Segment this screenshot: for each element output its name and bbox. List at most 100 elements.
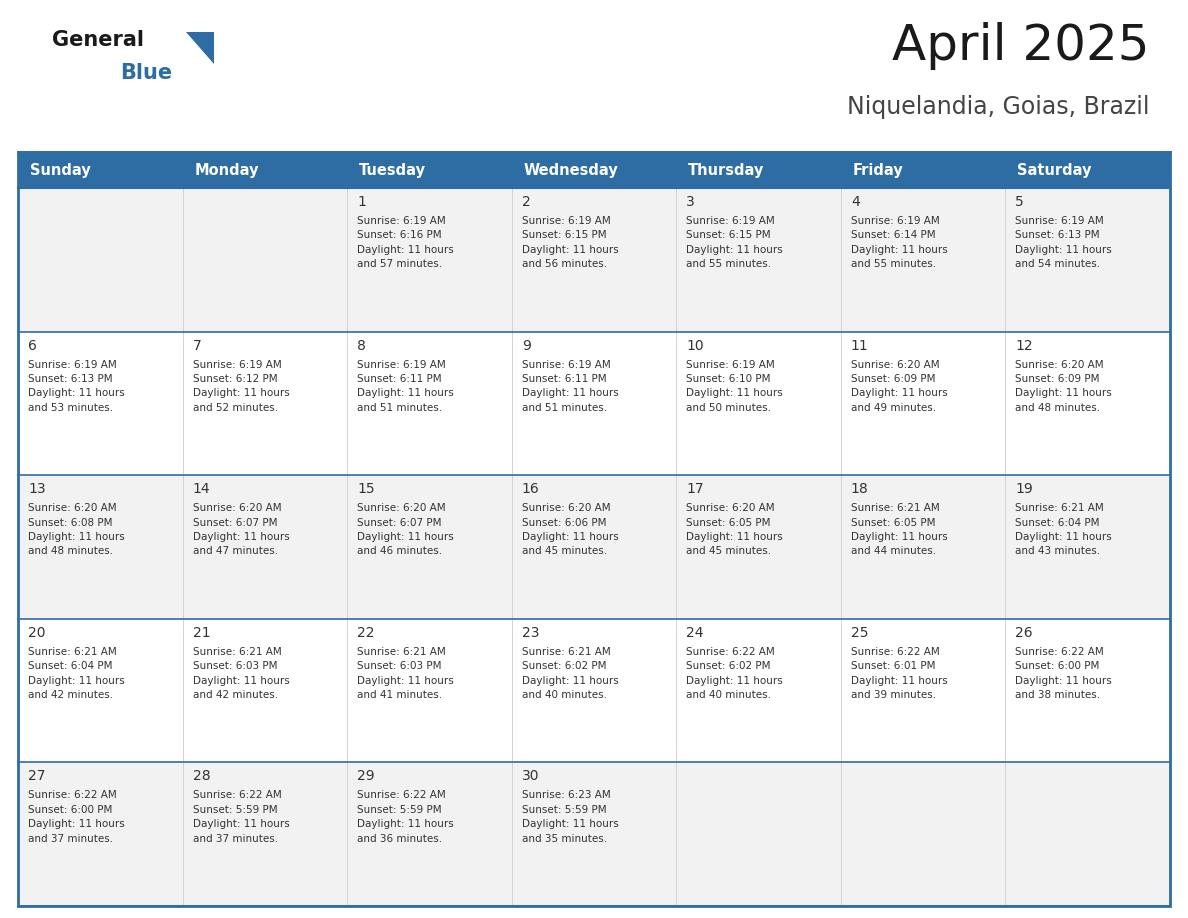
Text: 1: 1 bbox=[358, 195, 366, 209]
Text: 7: 7 bbox=[192, 339, 201, 353]
Bar bbox=[183, 152, 347, 188]
Bar bbox=[676, 763, 841, 906]
Text: 20: 20 bbox=[29, 626, 45, 640]
Text: Sunrise: 6:22 AM
Sunset: 6:01 PM
Daylight: 11 hours
and 39 minutes.: Sunrise: 6:22 AM Sunset: 6:01 PM Dayligh… bbox=[851, 647, 948, 700]
Text: 5: 5 bbox=[1016, 195, 1024, 209]
Bar bbox=[1005, 188, 1170, 331]
Text: Sunday: Sunday bbox=[30, 162, 90, 177]
Bar bbox=[18, 331, 183, 476]
Bar bbox=[676, 476, 841, 619]
Text: 21: 21 bbox=[192, 626, 210, 640]
Text: Sunrise: 6:19 AM
Sunset: 6:10 PM
Daylight: 11 hours
and 50 minutes.: Sunrise: 6:19 AM Sunset: 6:10 PM Dayligh… bbox=[687, 360, 783, 413]
Bar bbox=[18, 763, 183, 906]
Bar bbox=[841, 763, 1005, 906]
Text: Sunrise: 6:21 AM
Sunset: 6:05 PM
Daylight: 11 hours
and 44 minutes.: Sunrise: 6:21 AM Sunset: 6:05 PM Dayligh… bbox=[851, 503, 948, 556]
Text: Sunrise: 6:20 AM
Sunset: 6:05 PM
Daylight: 11 hours
and 45 minutes.: Sunrise: 6:20 AM Sunset: 6:05 PM Dayligh… bbox=[687, 503, 783, 556]
Text: Sunrise: 6:19 AM
Sunset: 6:11 PM
Daylight: 11 hours
and 51 minutes.: Sunrise: 6:19 AM Sunset: 6:11 PM Dayligh… bbox=[522, 360, 619, 413]
Text: Sunrise: 6:22 AM
Sunset: 6:00 PM
Daylight: 11 hours
and 38 minutes.: Sunrise: 6:22 AM Sunset: 6:00 PM Dayligh… bbox=[1016, 647, 1112, 700]
Text: Sunrise: 6:23 AM
Sunset: 5:59 PM
Daylight: 11 hours
and 35 minutes.: Sunrise: 6:23 AM Sunset: 5:59 PM Dayligh… bbox=[522, 790, 619, 844]
Text: Sunrise: 6:22 AM
Sunset: 5:59 PM
Daylight: 11 hours
and 37 minutes.: Sunrise: 6:22 AM Sunset: 5:59 PM Dayligh… bbox=[192, 790, 290, 844]
Bar bbox=[1005, 763, 1170, 906]
Bar bbox=[676, 188, 841, 331]
Text: Sunrise: 6:20 AM
Sunset: 6:07 PM
Daylight: 11 hours
and 47 minutes.: Sunrise: 6:20 AM Sunset: 6:07 PM Dayligh… bbox=[192, 503, 290, 556]
Bar bbox=[512, 152, 676, 188]
Bar bbox=[347, 763, 512, 906]
Bar bbox=[1005, 619, 1170, 763]
Text: Sunrise: 6:22 AM
Sunset: 6:02 PM
Daylight: 11 hours
and 40 minutes.: Sunrise: 6:22 AM Sunset: 6:02 PM Dayligh… bbox=[687, 647, 783, 700]
Text: 16: 16 bbox=[522, 482, 539, 497]
Bar bbox=[347, 188, 512, 331]
Text: 2: 2 bbox=[522, 195, 531, 209]
Text: Sunrise: 6:21 AM
Sunset: 6:02 PM
Daylight: 11 hours
and 40 minutes.: Sunrise: 6:21 AM Sunset: 6:02 PM Dayligh… bbox=[522, 647, 619, 700]
Bar bbox=[841, 188, 1005, 331]
Text: 19: 19 bbox=[1016, 482, 1034, 497]
Text: 28: 28 bbox=[192, 769, 210, 783]
Bar bbox=[841, 331, 1005, 476]
Text: 3: 3 bbox=[687, 195, 695, 209]
Text: Sunrise: 6:19 AM
Sunset: 6:16 PM
Daylight: 11 hours
and 57 minutes.: Sunrise: 6:19 AM Sunset: 6:16 PM Dayligh… bbox=[358, 216, 454, 269]
Text: 12: 12 bbox=[1016, 339, 1034, 353]
Bar bbox=[512, 763, 676, 906]
Text: 10: 10 bbox=[687, 339, 704, 353]
Bar bbox=[347, 619, 512, 763]
Text: 26: 26 bbox=[1016, 626, 1034, 640]
Bar bbox=[18, 188, 183, 331]
Bar bbox=[18, 152, 183, 188]
Text: April 2025: April 2025 bbox=[892, 22, 1150, 70]
Text: 6: 6 bbox=[29, 339, 37, 353]
Text: Sunrise: 6:19 AM
Sunset: 6:12 PM
Daylight: 11 hours
and 52 minutes.: Sunrise: 6:19 AM Sunset: 6:12 PM Dayligh… bbox=[192, 360, 290, 413]
Bar bbox=[676, 331, 841, 476]
Bar bbox=[18, 152, 1170, 906]
Bar bbox=[841, 619, 1005, 763]
Text: 4: 4 bbox=[851, 195, 860, 209]
Bar bbox=[1005, 476, 1170, 619]
Text: Friday: Friday bbox=[853, 162, 904, 177]
Bar bbox=[18, 619, 183, 763]
Text: 14: 14 bbox=[192, 482, 210, 497]
Text: Sunrise: 6:22 AM
Sunset: 6:00 PM
Daylight: 11 hours
and 37 minutes.: Sunrise: 6:22 AM Sunset: 6:00 PM Dayligh… bbox=[29, 790, 125, 844]
Text: Sunrise: 6:21 AM
Sunset: 6:04 PM
Daylight: 11 hours
and 42 minutes.: Sunrise: 6:21 AM Sunset: 6:04 PM Dayligh… bbox=[29, 647, 125, 700]
Text: Sunrise: 6:21 AM
Sunset: 6:04 PM
Daylight: 11 hours
and 43 minutes.: Sunrise: 6:21 AM Sunset: 6:04 PM Dayligh… bbox=[1016, 503, 1112, 556]
Bar bbox=[18, 476, 183, 619]
Bar bbox=[512, 331, 676, 476]
Bar bbox=[347, 331, 512, 476]
Bar bbox=[676, 619, 841, 763]
Text: Niquelandia, Goias, Brazil: Niquelandia, Goias, Brazil bbox=[847, 95, 1150, 119]
Bar bbox=[512, 619, 676, 763]
Text: 25: 25 bbox=[851, 626, 868, 640]
Text: Sunrise: 6:19 AM
Sunset: 6:11 PM
Daylight: 11 hours
and 51 minutes.: Sunrise: 6:19 AM Sunset: 6:11 PM Dayligh… bbox=[358, 360, 454, 413]
Text: 8: 8 bbox=[358, 339, 366, 353]
Bar bbox=[183, 331, 347, 476]
Text: 11: 11 bbox=[851, 339, 868, 353]
Text: 22: 22 bbox=[358, 626, 374, 640]
Bar bbox=[1005, 331, 1170, 476]
Bar bbox=[183, 476, 347, 619]
Text: 27: 27 bbox=[29, 769, 45, 783]
Text: 29: 29 bbox=[358, 769, 374, 783]
Text: 15: 15 bbox=[358, 482, 374, 497]
Text: Sunrise: 6:22 AM
Sunset: 5:59 PM
Daylight: 11 hours
and 36 minutes.: Sunrise: 6:22 AM Sunset: 5:59 PM Dayligh… bbox=[358, 790, 454, 844]
Text: 30: 30 bbox=[522, 769, 539, 783]
Bar bbox=[347, 476, 512, 619]
Text: Sunrise: 6:20 AM
Sunset: 6:08 PM
Daylight: 11 hours
and 48 minutes.: Sunrise: 6:20 AM Sunset: 6:08 PM Dayligh… bbox=[29, 503, 125, 556]
Text: 13: 13 bbox=[29, 482, 45, 497]
Text: Thursday: Thursday bbox=[688, 162, 765, 177]
Bar bbox=[841, 152, 1005, 188]
Text: Sunrise: 6:20 AM
Sunset: 6:09 PM
Daylight: 11 hours
and 49 minutes.: Sunrise: 6:20 AM Sunset: 6:09 PM Dayligh… bbox=[851, 360, 948, 413]
Text: 9: 9 bbox=[522, 339, 531, 353]
Text: Tuesday: Tuesday bbox=[359, 162, 426, 177]
Text: Wednesday: Wednesday bbox=[524, 162, 619, 177]
Text: General: General bbox=[52, 30, 144, 50]
Bar bbox=[183, 619, 347, 763]
Bar bbox=[183, 763, 347, 906]
Text: Monday: Monday bbox=[195, 162, 259, 177]
Text: Saturday: Saturday bbox=[1017, 162, 1092, 177]
Bar bbox=[512, 188, 676, 331]
Bar bbox=[347, 152, 512, 188]
Bar bbox=[676, 152, 841, 188]
Text: 18: 18 bbox=[851, 482, 868, 497]
Text: 24: 24 bbox=[687, 626, 703, 640]
Text: Sunrise: 6:19 AM
Sunset: 6:14 PM
Daylight: 11 hours
and 55 minutes.: Sunrise: 6:19 AM Sunset: 6:14 PM Dayligh… bbox=[851, 216, 948, 269]
Text: 23: 23 bbox=[522, 626, 539, 640]
Text: Sunrise: 6:20 AM
Sunset: 6:06 PM
Daylight: 11 hours
and 45 minutes.: Sunrise: 6:20 AM Sunset: 6:06 PM Dayligh… bbox=[522, 503, 619, 556]
